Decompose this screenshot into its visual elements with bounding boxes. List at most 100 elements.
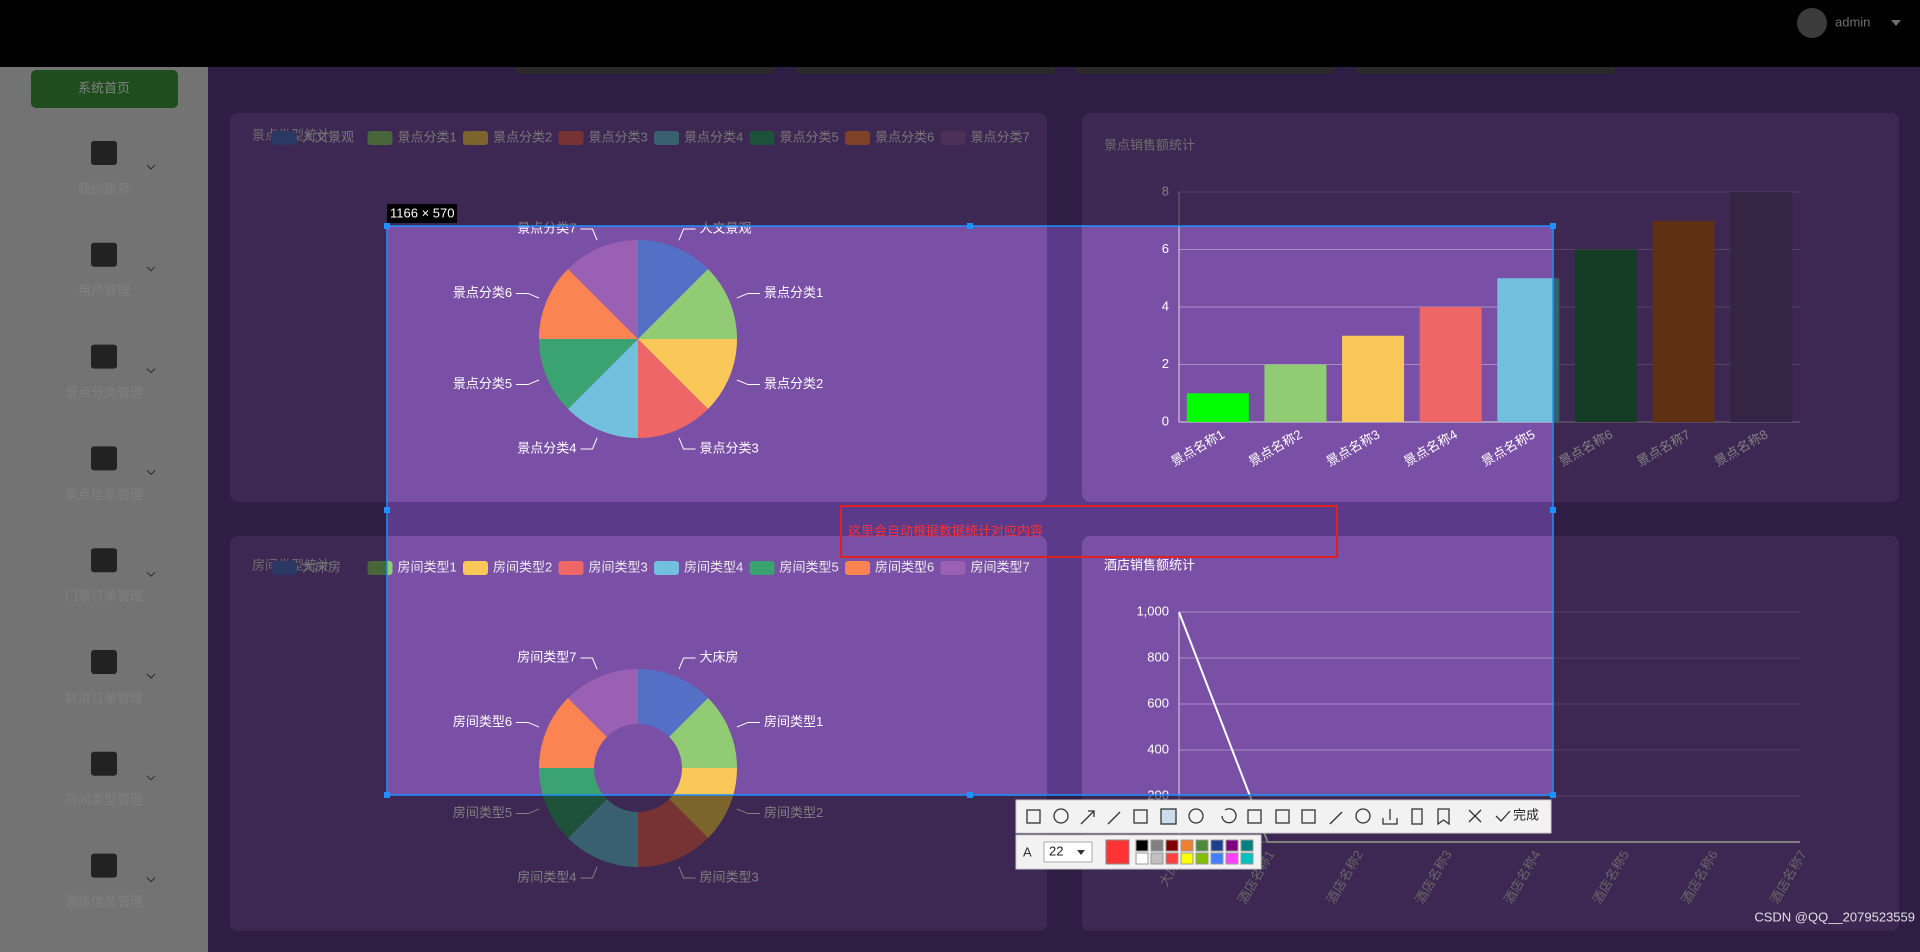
font-size-select[interactable]: [1043, 841, 1093, 863]
dim: [0, 0, 1920, 226]
select-caret[interactable]: [1077, 850, 1085, 855]
color-swatch[interactable]: [1150, 852, 1164, 865]
slice-label: 房间类型1: [764, 714, 823, 729]
legend-swatch[interactable]: [845, 561, 870, 575]
bar[interactable]: [1342, 335, 1405, 422]
pie-slice[interactable]: [669, 697, 737, 768]
done-icon[interactable]: [1495, 810, 1511, 822]
mosaic-tool[interactable]: [1133, 809, 1148, 824]
color-swatch[interactable]: [1150, 839, 1164, 852]
legend-label[interactable]: 房间类型3: [589, 559, 648, 574]
tool[interactable]: [1247, 809, 1262, 824]
legend-swatch[interactable]: [654, 561, 679, 575]
tool[interactable]: [1275, 809, 1290, 824]
pin-tool[interactable]: [1329, 811, 1343, 825]
color-swatch[interactable]: [1180, 839, 1194, 852]
bar[interactable]: [1186, 393, 1249, 422]
undo-tool[interactable]: [1221, 808, 1237, 824]
legend-label[interactable]: 房间类型5: [780, 559, 839, 574]
color-swatch[interactable]: [1180, 852, 1194, 865]
bookmark-tool[interactable]: [1437, 808, 1450, 826]
tool[interactable]: [1301, 809, 1316, 824]
pie-slice[interactable]: [567, 669, 638, 737]
pie-slice[interactable]: [638, 339, 737, 410]
capture-tool: 1166 × 570 这里会自动根据数据统计对应内容 完成 A 22 CSDN …: [384, 204, 1915, 924]
slice-label: 景点分类3: [700, 440, 759, 455]
handle[interactable]: [384, 223, 390, 229]
done-button[interactable]: 完成: [1513, 807, 1539, 822]
pen-tool[interactable]: [1107, 811, 1121, 825]
label-line: [736, 379, 760, 386]
legend-label[interactable]: 房间类型4: [684, 559, 743, 574]
color-swatch[interactable]: [1165, 852, 1179, 865]
handle[interactable]: [384, 792, 390, 798]
arrow-tool[interactable]: [1080, 810, 1095, 825]
pie-slice[interactable]: [638, 669, 709, 737]
slice-label: 房间类型7: [517, 649, 576, 664]
text-tool[interactable]: [1160, 808, 1177, 825]
pie-slice[interactable]: [638, 240, 709, 339]
color-swatch[interactable]: [1240, 839, 1254, 852]
legend-label[interactable]: 房间类型1: [398, 559, 457, 574]
legend-swatch[interactable]: [463, 561, 488, 575]
color-swatch[interactable]: [1135, 852, 1149, 865]
legend-swatch[interactable]: [558, 561, 584, 575]
color-swatch[interactable]: [1195, 839, 1209, 852]
y-tick-label: 600: [1147, 695, 1169, 710]
color-swatch[interactable]: [1240, 852, 1254, 865]
pie-slice[interactable]: [638, 339, 709, 438]
watermark: CSDN @QQ__2079523559: [1754, 909, 1915, 924]
record-tool[interactable]: [1355, 808, 1371, 824]
handle[interactable]: [967, 223, 973, 229]
handle[interactable]: [1550, 223, 1556, 229]
label-line: [678, 657, 696, 670]
color-swatch[interactable]: [1195, 852, 1209, 865]
pie-slice[interactable]: [539, 339, 638, 410]
rect-tool[interactable]: [1026, 809, 1041, 824]
current-color[interactable]: [1105, 839, 1130, 865]
pie-slice[interactable]: [539, 268, 638, 339]
cancel-button[interactable]: [1468, 809, 1482, 823]
legend-label[interactable]: 房间类型2: [493, 559, 552, 574]
legend-swatch[interactable]: [749, 561, 775, 575]
color-swatch[interactable]: [1165, 839, 1179, 852]
handle[interactable]: [1550, 792, 1556, 798]
color-swatch[interactable]: [1210, 852, 1224, 865]
legend-label[interactable]: 房间类型6: [875, 559, 934, 574]
color-swatch[interactable]: [1210, 839, 1224, 852]
color-swatch[interactable]: [1135, 839, 1149, 852]
color-swatch[interactable]: [1225, 852, 1239, 865]
font-size[interactable]: 22: [1049, 843, 1063, 858]
ellipse-tool[interactable]: [1053, 808, 1069, 824]
pie-slice[interactable]: [567, 339, 638, 438]
bar[interactable]: [1419, 307, 1482, 422]
legend-label[interactable]: 房间类型7: [971, 559, 1030, 574]
y-tick-label: 400: [1147, 741, 1169, 756]
y-tick-label: 6: [1162, 241, 1169, 256]
pie-slice[interactable]: [638, 268, 737, 339]
selection-size: 1166 × 570: [390, 205, 454, 220]
font-icon: A: [1023, 844, 1032, 859]
y-tick-label: 2: [1162, 356, 1169, 371]
handle[interactable]: [1550, 507, 1556, 513]
bar[interactable]: [1497, 278, 1560, 422]
y-tick-label: 4: [1162, 298, 1169, 313]
save-tool[interactable]: [1382, 809, 1398, 825]
color-swatch[interactable]: [1225, 839, 1239, 852]
label-line: [678, 228, 696, 241]
handle[interactable]: [967, 792, 973, 798]
pie-slice[interactable]: [539, 697, 607, 768]
annotation-text[interactable]: 这里会自动根据数据统计对应内容: [848, 523, 1043, 538]
slice-label: 房间类型6: [453, 714, 512, 729]
label-line: [678, 437, 696, 450]
label-line: [580, 657, 598, 670]
pie-slice[interactable]: [567, 240, 638, 339]
bar[interactable]: [1264, 364, 1327, 423]
handle[interactable]: [384, 507, 390, 513]
annotation-box[interactable]: [840, 505, 1338, 558]
legend-swatch[interactable]: [940, 561, 966, 575]
size-badge: [387, 204, 457, 223]
number-tool[interactable]: [1188, 808, 1204, 824]
slice-label: 大床房: [700, 649, 739, 664]
phone-tool[interactable]: [1411, 808, 1423, 825]
